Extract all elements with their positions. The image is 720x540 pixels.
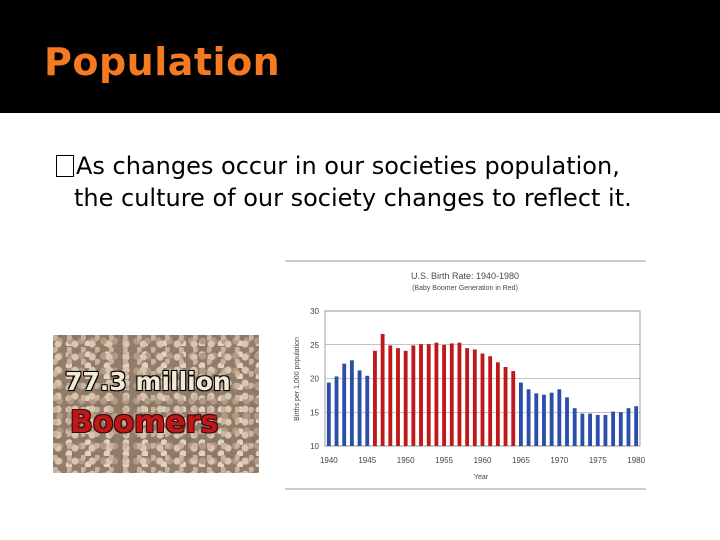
slide-title: Population [44,40,281,84]
x-tick-label: 1960 [474,456,492,465]
bar-other-year [565,397,569,446]
bar-baby-boom [457,342,462,446]
bar-baby-boom [465,348,470,446]
x-tick-label: 1950 [397,456,415,465]
crowd-background [53,335,259,473]
x-tick-label: 1980 [627,456,645,465]
bar-baby-boom [403,350,408,446]
x-tick-label: 1975 [589,456,607,465]
x-tick-label: 1940 [320,456,338,465]
bar-other-year [334,376,339,446]
y-tick-label: 10 [310,442,319,451]
bar-baby-boom [434,342,439,446]
bar-other-year [588,413,592,446]
bar-other-year [611,411,616,446]
bar-other-year [365,375,370,446]
bar-baby-boom [449,343,454,446]
bar-baby-boom [495,362,500,446]
bar-other-year [580,413,585,446]
title-bar: Population [0,0,720,113]
bar-other-year [572,408,577,446]
x-tick-label: 1945 [358,456,376,465]
bullet-point: As changes occur in our societies popula… [56,150,706,214]
boomers-image: 77.3 million Boomers [53,335,259,473]
x-tick-label: 1970 [550,456,568,465]
y-tick-label: 20 [310,375,319,384]
birth-rate-chart: U.S. Birth Rate: 1940-1980 (Baby Boomer … [285,259,646,491]
bar-baby-boom [426,344,431,446]
bar-baby-boom [396,348,400,446]
bar-other-year [626,408,631,446]
y-tick-label: 15 [310,408,319,417]
bar-other-year [634,406,639,446]
bar-other-year [526,389,531,446]
bar-baby-boom [503,367,508,446]
bar-baby-boom [419,344,423,446]
bar-baby-boom [380,333,385,446]
bar-baby-boom [442,344,447,446]
bar-baby-boom [480,353,485,446]
bar-other-year [326,382,331,446]
bar-baby-boom [488,356,493,446]
x-tick-label: 1965 [512,456,530,465]
bar-other-year [518,382,523,446]
y-axis-label: Births per 1,000 population [294,337,301,421]
bar-baby-boom [373,350,377,446]
bar-other-year [557,389,562,446]
x-tick-label: 1955 [435,456,453,465]
chart-svg: U.S. Birth Rate: 1940-1980 (Baby Boomer … [285,260,646,490]
bar-other-year [595,414,600,446]
chart-subtitle: (Baby Boomer Generation in Red) [412,285,518,292]
bullet-text-line1: As changes occur in our societies popula… [76,152,620,180]
chart-title: U.S. Birth Rate: 1940-1980 [411,271,519,281]
bar-baby-boom [511,371,516,446]
y-tick-label: 25 [310,341,319,350]
boomers-count-text: 77.3 million [65,367,231,396]
y-tick-label: 30 [310,307,319,316]
bullet-icon [56,155,74,177]
bar-other-year [342,363,347,446]
bar-other-year [549,392,554,446]
x-axis-label: Year [474,474,489,481]
boomers-word-text: Boomers [70,405,219,440]
bar-other-year [542,394,546,446]
bar-other-year [618,412,623,446]
bar-baby-boom [388,345,393,446]
bar-other-year [534,393,539,446]
bar-other-year [603,414,608,446]
bar-baby-boom [411,345,416,446]
bar-baby-boom [472,349,477,446]
bar-other-year [357,370,362,446]
bullet-text-line2: the culture of our society changes to re… [74,184,632,212]
bar-other-year [349,360,354,446]
